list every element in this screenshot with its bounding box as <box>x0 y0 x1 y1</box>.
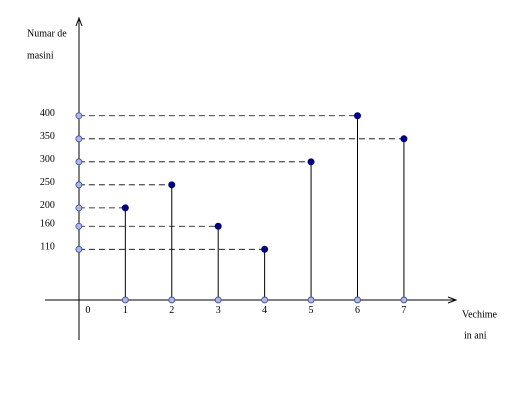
x-tick-marker <box>121 296 129 304</box>
data-point <box>261 245 269 253</box>
x-tick-marker <box>307 296 315 304</box>
x-tick-label: 5 <box>309 305 314 316</box>
data-point <box>307 158 315 166</box>
x-tick-marker <box>261 296 269 304</box>
data-point <box>168 181 176 189</box>
y-tick-label: 350 <box>40 131 55 142</box>
y-axis-label: Numar de <box>27 28 67 39</box>
x-tick-label: 3 <box>216 305 221 316</box>
x-tick-label: 2 <box>169 305 174 316</box>
x-axis-label: Vechime <box>462 309 498 320</box>
x-tick-label: 0 <box>85 305 90 316</box>
y-tick-marker <box>75 204 83 212</box>
data-point <box>400 135 408 143</box>
y-tick-marker <box>75 181 83 189</box>
y-tick-label: 400 <box>40 108 55 119</box>
data-point <box>353 112 361 120</box>
x-tick-marker <box>354 296 361 304</box>
y-axis-label: masini <box>27 50 54 61</box>
x-tick-label: 7 <box>401 305 406 316</box>
x-tick-label: 4 <box>262 305 267 316</box>
y-tick-label: 300 <box>40 154 55 165</box>
x-axis-arrow <box>447 296 458 304</box>
x-tick-marker <box>214 296 222 304</box>
y-tick-marker <box>75 245 83 253</box>
y-tick-label: 250 <box>40 177 55 188</box>
y-tick-label: 200 <box>40 200 55 211</box>
x-tick-marker <box>168 296 176 304</box>
x-axis-label: in ani <box>464 330 487 341</box>
y-tick-label: 160 <box>40 219 55 230</box>
y-axis-arrow <box>75 16 83 27</box>
data-point <box>121 204 129 212</box>
x-tick-label: 1 <box>123 305 128 316</box>
y-tick-label: 110 <box>40 242 55 253</box>
y-tick-marker <box>75 112 83 120</box>
x-tick-label: 6 <box>355 305 360 316</box>
y-tick-marker <box>75 222 83 230</box>
x-tick-marker <box>400 296 408 304</box>
y-tick-marker <box>75 158 83 166</box>
data-point <box>214 222 222 230</box>
y-tick-marker <box>75 135 83 143</box>
